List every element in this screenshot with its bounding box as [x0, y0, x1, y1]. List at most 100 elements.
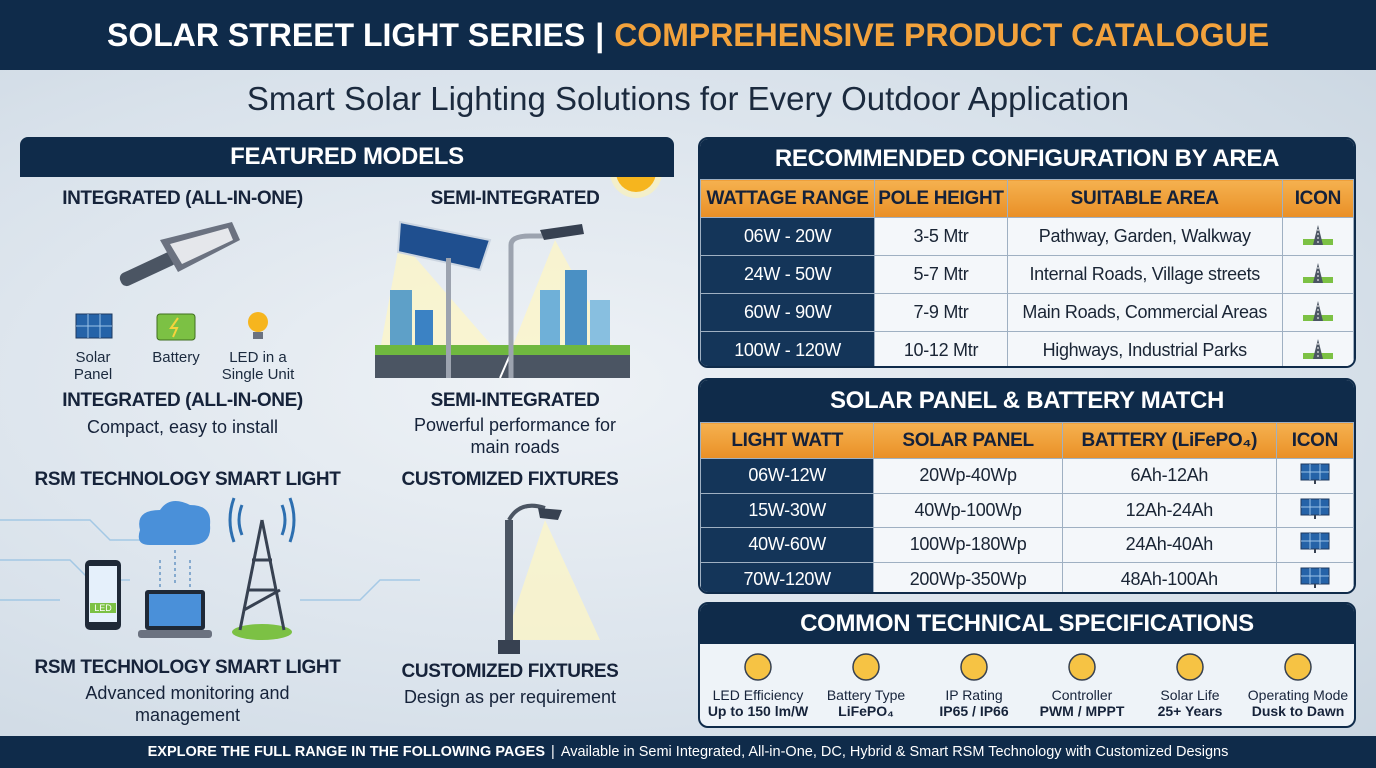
spec-label: IP Rating: [945, 687, 1003, 703]
column-header: SOLAR PANEL: [873, 422, 1063, 459]
semi-heading: SEMI-INTEGRATED: [430, 188, 600, 209]
configuration-title: RECOMMENDED CONFIGURATION BY AREA: [700, 139, 1354, 179]
battery-box: SOLAR PANEL & BATTERY MATCH LIGHT WATT SO…: [698, 378, 1356, 594]
table-cell: Highways, Industrial Parks: [1006, 331, 1283, 366]
column-header: ICON: [1281, 179, 1354, 218]
table-row: 06W - 20W 3-5 Mtr Pathway, Garden, Walkway: [700, 217, 1354, 256]
spec-icon: [1284, 653, 1312, 681]
phone-label: LED: [90, 603, 116, 613]
spec-item: Solar Life 25+ Years: [1136, 650, 1244, 719]
column-header: SUITABLE AREA: [1006, 179, 1283, 218]
table-cell: 24Ah-40Ah: [1061, 527, 1277, 563]
icon-cell: [1281, 255, 1354, 294]
table-cell: 70W-120W: [700, 561, 875, 592]
spec-item: Controller PWM / MPPT: [1028, 650, 1136, 719]
custom-fixture: [498, 503, 600, 654]
table-row: 24W - 50W 5-7 Mtr Internal Roads, Village …: [700, 255, 1354, 294]
column-header: ICON: [1275, 422, 1354, 459]
icon-label: Battery: [152, 349, 200, 366]
table-cell: 5-7 Mtr: [874, 255, 1008, 294]
icon-cell: [1281, 331, 1354, 366]
panel-icon: [1300, 532, 1330, 554]
footer: EXPLORE THE FULL RANGE IN THE FOLLOWING …: [0, 736, 1376, 768]
configuration-box: RECOMMENDED CONFIGURATION BY AREA WATTAG…: [698, 137, 1356, 368]
battery-icon: [156, 313, 196, 341]
spec-item: LED Efficiency Up to 150 lm/W: [704, 650, 812, 719]
custom-name: CUSTOMIZED FIXTURES: [401, 661, 619, 682]
configuration-table: WATTAGE RANGE POLE HEIGHT SUITABLE AREA ICO…: [700, 179, 1354, 366]
table-cell: Internal Roads, Village streets: [1006, 255, 1283, 294]
icon-cell: [1281, 293, 1354, 332]
area-icon: [1302, 301, 1333, 321]
spec-value: LiFePO₄: [838, 703, 894, 719]
spec-value: 25+ Years: [1157, 703, 1223, 719]
footer-text: Available in Semi Integrated, All-in-One…: [560, 744, 1229, 760]
table-row: 100W - 120W 10-12 Mtr Highways, Industrial…: [700, 331, 1354, 366]
spec-item: IP Rating IP65 / IP66: [920, 650, 1028, 719]
circuit-lines: [0, 519, 420, 601]
spec-item: Battery Type LiFePO₄: [812, 650, 920, 719]
custom-heading: CUSTOMIZED FIXTURES: [401, 469, 619, 490]
icon-label: LED in a Single Unit: [221, 349, 295, 383]
specs-box: COMMON TECHNICAL SPECIFICATIONS LED Effi…: [698, 602, 1356, 728]
table-cell: Main Roads, Commercial Areas: [1006, 293, 1283, 332]
icon-cell: [1275, 458, 1354, 494]
integrated-name: INTEGRATED (ALL-IN-ONE): [62, 390, 303, 411]
area-icon: [1302, 225, 1333, 245]
integrated-lamp: [119, 222, 240, 287]
title-right: COMPREHENSIVE PRODUCT CATALOGUE: [614, 16, 1270, 53]
semi-integrated-scene: [375, 220, 630, 379]
table-cell: 24W - 50W: [700, 255, 876, 294]
table-row: 06W-12W 20Wp-40Wp 6Ah-12Ah: [700, 458, 1354, 494]
table-row: 15W-30W 40Wp-100Wp 12Ah-24Ah: [700, 492, 1354, 528]
icon-cell: [1275, 492, 1354, 528]
table-cell: 06W - 20W: [700, 217, 876, 256]
spec-icon: [1176, 653, 1204, 681]
table-cell: 40Wp-100Wp: [873, 492, 1063, 528]
spec-label: Battery Type: [826, 687, 906, 703]
area-icon: [1302, 263, 1333, 283]
icon-label: Solar Panel: [73, 349, 113, 383]
panel-icon: [1300, 567, 1330, 588]
table-row: 70W-120W 200Wp-350Wp 48Ah-100Ah: [700, 561, 1354, 592]
spec-label: LED Efficiency: [712, 687, 804, 703]
rsm-description: Advanced monitoring and management: [85, 683, 290, 725]
spec-icon: [744, 653, 772, 681]
column-header: POLE HEIGHT: [874, 179, 1008, 218]
table-cell: 3-5 Mtr: [874, 217, 1008, 256]
icon-cell: [1281, 217, 1354, 256]
rsm-scene: [85, 497, 296, 640]
table-cell: 100Wp-180Wp: [873, 527, 1063, 563]
spec-value: IP65 / IP66: [939, 703, 1009, 719]
table-row: 40W-60W 100Wp-180Wp 24Ah-40Ah: [700, 527, 1354, 563]
table-cell: 20Wp-40Wp: [873, 458, 1063, 494]
table-cell: 48Ah-100Ah: [1061, 561, 1277, 592]
header: SOLAR STREET LIGHT SERIES | COMPREHENSIV…: [0, 0, 1376, 70]
table-row: 60W - 90W 7-9 Mtr Main Roads, Commercial A…: [700, 293, 1354, 332]
battery-title: SOLAR PANEL & BATTERY MATCH: [700, 380, 1354, 422]
panel-icon: [1300, 463, 1330, 485]
table-cell: 6Ah-12Ah: [1061, 458, 1277, 494]
column-header: WATTAGE RANGE: [700, 179, 876, 218]
table-cell: 06W-12W: [700, 458, 875, 494]
battery-table: LIGHT WATT SOLAR PANEL BATTERY (LiFePO₄) IC…: [700, 422, 1354, 592]
table-cell: 40W-60W: [700, 527, 875, 563]
integrated-heading: INTEGRATED (ALL-IN-ONE): [62, 188, 303, 209]
icon-cell: [1275, 561, 1354, 592]
spec-value: Up to 150 lm/W: [707, 703, 809, 719]
solar-panel-icon: [75, 313, 113, 339]
bulb-icon: [248, 312, 268, 339]
footer-separator: |: [551, 744, 555, 760]
table-cell: 100W - 120W: [700, 331, 876, 366]
table-cell: 200Wp-350Wp: [873, 561, 1063, 592]
header-row: LIGHT WATT SOLAR PANEL BATTERY (LiFePO₄) IC…: [700, 422, 1354, 459]
subtitle: Smart Solar Lighting Solutions for Every…: [246, 80, 1130, 117]
footer-emphasis: EXPLORE THE FULL RANGE IN THE FOLLOWING …: [147, 744, 546, 760]
title-separator: |: [595, 16, 605, 53]
spec-label: Controller: [1051, 687, 1113, 703]
table-cell: 15W-30W: [700, 492, 875, 528]
column-header: LIGHT WATT: [700, 422, 875, 459]
rsm-heading: RSM TECHNOLOGY SMART LIGHT: [34, 469, 341, 490]
